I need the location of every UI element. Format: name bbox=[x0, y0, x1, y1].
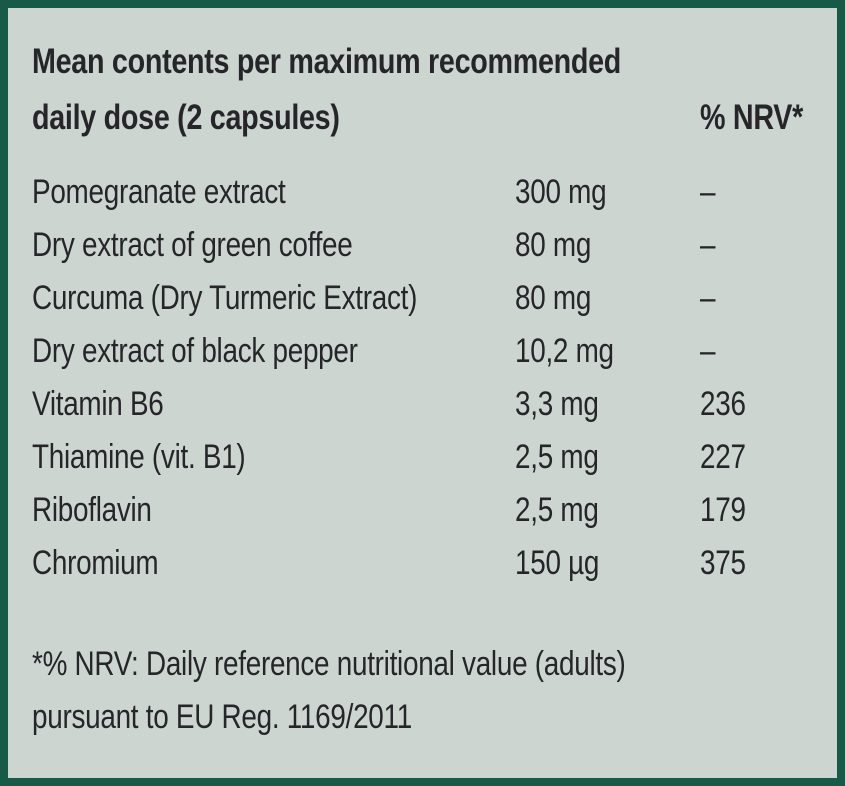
ingredient-amount-text: 150 µg bbox=[515, 544, 600, 582]
table-row: Thiamine (vit. B1) 2,5 mg 227 bbox=[32, 431, 807, 484]
nrv-footnote-line2-text: pursuant to EU Reg. 1169/2011 bbox=[32, 698, 412, 736]
table-content: Mean contents per maximum recommended da… bbox=[8, 8, 837, 778]
ingredient-nrv-text: 375 bbox=[700, 544, 746, 582]
ingredient-amount-text: 10,2 mg bbox=[515, 332, 614, 370]
table-title-line1: Mean contents per maximum recommended bbox=[32, 34, 807, 90]
nrv-footnote: *% NRV: Daily reference nutritional valu… bbox=[32, 638, 807, 744]
ingredient-amount: 80 mg bbox=[515, 219, 700, 272]
table-row: Dry extract of green coffee 80 mg – bbox=[32, 219, 807, 272]
nrv-footnote-line2: pursuant to EU Reg. 1169/2011 bbox=[32, 691, 807, 744]
ingredient-nrv: – bbox=[700, 272, 807, 325]
ingredient-name-text: Vitamin B6 bbox=[32, 385, 164, 423]
ingredient-amount: 300 mg bbox=[515, 166, 700, 219]
ingredient-amount-text: 3,3 mg bbox=[515, 385, 599, 423]
ingredient-name: Dry extract of green coffee bbox=[32, 219, 515, 272]
ingredient-name-text: Curcuma (Dry Turmeric Extract) bbox=[32, 279, 418, 317]
nrv-column-header-text: % NRV* bbox=[700, 98, 804, 137]
ingredient-amount: 10,2 mg bbox=[515, 325, 700, 378]
table-title-line2-text: daily dose (2 capsules) bbox=[32, 98, 340, 137]
ingredient-rows: Pomegranate extract 300 mg – Dry extract… bbox=[32, 166, 807, 590]
ingredient-amount-text: 80 mg bbox=[515, 279, 592, 317]
table-title-line2: daily dose (2 capsules) bbox=[32, 90, 515, 146]
ingredient-nrv-text: 227 bbox=[700, 438, 746, 476]
ingredient-nrv: – bbox=[700, 325, 807, 378]
ingredient-amount: 150 µg bbox=[515, 537, 700, 590]
table-row: Vitamin B6 3,3 mg 236 bbox=[32, 378, 807, 431]
ingredient-amount-text: 80 mg bbox=[515, 226, 592, 264]
ingredient-name: Vitamin B6 bbox=[32, 378, 515, 431]
table-row: Dry extract of black pepper 10,2 mg – bbox=[32, 325, 807, 378]
ingredient-name: Chromium bbox=[32, 537, 515, 590]
table-row: Riboflavin 2,5 mg 179 bbox=[32, 484, 807, 537]
ingredient-amount: 2,5 mg bbox=[515, 431, 700, 484]
ingredient-name-text: Riboflavin bbox=[32, 491, 152, 529]
ingredient-name-text: Chromium bbox=[32, 544, 159, 582]
ingredient-name: Dry extract of black pepper bbox=[32, 325, 515, 378]
ingredient-nrv: 236 bbox=[700, 378, 807, 431]
ingredient-amount-text: 300 mg bbox=[515, 173, 607, 211]
ingredient-nrv-text: 179 bbox=[700, 491, 746, 529]
ingredient-nrv: 227 bbox=[700, 431, 807, 484]
table-row: Chromium 150 µg 375 bbox=[32, 537, 807, 590]
nrv-column-header: % NRV* bbox=[700, 90, 826, 146]
ingredient-nrv: 179 bbox=[700, 484, 807, 537]
ingredient-amount: 80 mg bbox=[515, 272, 700, 325]
ingredient-name-text: Thiamine (vit. B1) bbox=[32, 438, 246, 476]
ingredient-nrv-text: – bbox=[700, 332, 716, 370]
ingredient-amount: 3,3 mg bbox=[515, 378, 700, 431]
table-title-line1-text: Mean contents per maximum recommended bbox=[32, 42, 622, 81]
ingredient-amount-text: 2,5 mg bbox=[515, 491, 599, 529]
ingredient-name-text: Dry extract of black pepper bbox=[32, 332, 358, 370]
ingredient-nrv-text: – bbox=[700, 173, 716, 211]
ingredient-name-text: Pomegranate extract bbox=[32, 173, 286, 211]
nrv-footnote-line1-text: *% NRV: Daily reference nutritional valu… bbox=[32, 645, 626, 683]
ingredient-amount: 2,5 mg bbox=[515, 484, 700, 537]
table-header: Mean contents per maximum recommended da… bbox=[32, 34, 807, 146]
table-row: Pomegranate extract 300 mg – bbox=[32, 166, 807, 219]
ingredient-nrv: – bbox=[700, 166, 807, 219]
ingredient-nrv-text: – bbox=[700, 279, 716, 317]
ingredient-nrv-text: 236 bbox=[700, 385, 746, 423]
ingredient-name: Thiamine (vit. B1) bbox=[32, 431, 515, 484]
ingredient-nrv-text: – bbox=[700, 226, 716, 264]
amount-column-header bbox=[515, 90, 700, 146]
ingredient-name: Curcuma (Dry Turmeric Extract) bbox=[32, 272, 515, 325]
ingredient-name: Pomegranate extract bbox=[32, 166, 515, 219]
ingredient-nrv: 375 bbox=[700, 537, 807, 590]
table-row: Curcuma (Dry Turmeric Extract) 80 mg – bbox=[32, 272, 807, 325]
ingredient-amount-text: 2,5 mg bbox=[515, 438, 599, 476]
nrv-footnote-line1: *% NRV: Daily reference nutritional valu… bbox=[32, 638, 807, 691]
ingredient-name-text: Dry extract of green coffee bbox=[32, 226, 353, 264]
table-title-line2-row: daily dose (2 capsules) % NRV* bbox=[32, 90, 807, 146]
ingredient-nrv: – bbox=[700, 219, 807, 272]
ingredient-name: Riboflavin bbox=[32, 484, 515, 537]
